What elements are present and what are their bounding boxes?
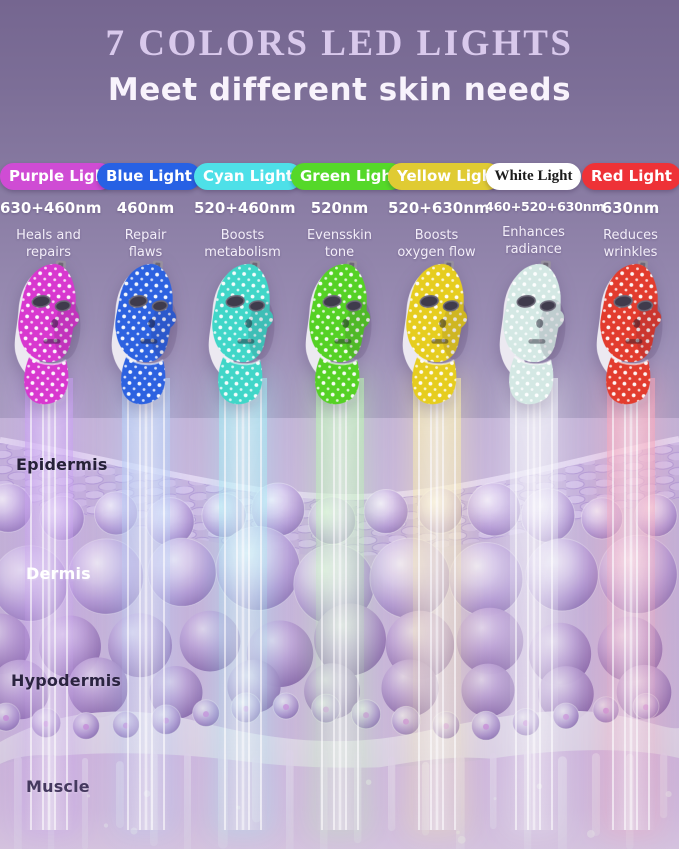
wavelength-white: 460+520+630nm	[485, 199, 605, 215]
pill-red-light: Red Light	[582, 163, 679, 191]
yellow-light-beam	[406, 370, 467, 830]
layer-label-muscle: Muscle	[26, 777, 90, 796]
benefit-line: Boosts	[220, 228, 265, 244]
pill-blue-light: Blue Light	[97, 163, 201, 191]
benefit-line: metabolism	[204, 245, 281, 261]
pill-green-light: Green Light	[291, 163, 404, 191]
page-title: 7 COLORS LED LIGHTS	[105, 23, 574, 64]
benefit-white: Enhances radiance	[485, 225, 582, 259]
benefit-blue: Repair flaws	[97, 228, 194, 262]
white-light-beam	[503, 370, 564, 830]
wavelength-cyan: 520+460nm	[194, 199, 296, 218]
benefit-line: radiance	[505, 242, 562, 258]
page-subtitle: Meet different skin needs	[107, 72, 572, 108]
column-red-light: Red Light 630nm Reduces wrinkles	[582, 163, 679, 262]
benefit-line: Boosts	[414, 228, 459, 244]
pill-cyan-light: Cyan Light	[194, 163, 303, 191]
layer-label-epidermis: Epidermis	[16, 455, 108, 474]
benefit-red: Reduces wrinkles	[582, 228, 679, 262]
red-light-beam	[600, 370, 661, 830]
column-blue-light: Blue Light 460nm Repair flaws	[97, 163, 201, 262]
benefit-purple: Heals and repairs	[0, 228, 97, 262]
benefit-line: Repair	[124, 228, 167, 244]
blue-light-beam	[115, 370, 176, 830]
column-green-light: Green Light 520nm Evensskin tone	[291, 163, 404, 262]
benefit-line: Reduces	[603, 228, 658, 244]
cyan-light-beam	[212, 370, 273, 830]
benefit-line: Evensskin	[306, 228, 373, 244]
layer-label-dermis: Dermis	[26, 564, 91, 583]
green-light-beam	[309, 370, 370, 830]
wavelength-yellow: 520+630nm	[388, 199, 490, 218]
purple-light-beam	[18, 370, 79, 830]
pill-purple-light: Purple Light	[0, 163, 113, 191]
benefit-line: oxygen flow	[397, 245, 476, 261]
benefit-line: repairs	[25, 245, 71, 261]
column-white-light: White Light 460+520+630nm Enhances radian…	[485, 163, 605, 262]
wavelength-red: 630nm	[601, 199, 660, 218]
benefit-line: flaws	[128, 245, 163, 261]
column-yellow-light: Yellow Light 520+630nm Boosts oxygen flow	[388, 163, 501, 262]
benefit-line: tone	[324, 245, 355, 261]
benefit-line: wrinkles	[603, 245, 658, 261]
wavelength-green: 520nm	[310, 199, 369, 218]
benefit-cyan: Boosts metabolism	[194, 228, 291, 262]
benefit-green: Evensskin tone	[291, 228, 388, 262]
benefit-line: Enhances	[502, 225, 565, 241]
wavelength-blue: 460nm	[116, 199, 175, 218]
column-cyan-light: Cyan Light 520+460nm Boosts metabolism	[194, 163, 303, 262]
pill-white-light: White Light	[485, 163, 582, 191]
column-purple-light: Purple Light 630+460nm Heals and repairs	[0, 163, 113, 262]
layer-label-hypodermis: Hypodermis	[11, 671, 122, 690]
benefit-yellow: Boosts oxygen flow	[388, 228, 485, 262]
wavelength-purple: 630+460nm	[0, 199, 102, 218]
color-info-row: Purple Light 630+460nm Heals and repairs …	[0, 163, 679, 262]
benefit-line: Heals and	[16, 228, 81, 244]
pill-yellow-light: Yellow Light	[388, 163, 501, 191]
